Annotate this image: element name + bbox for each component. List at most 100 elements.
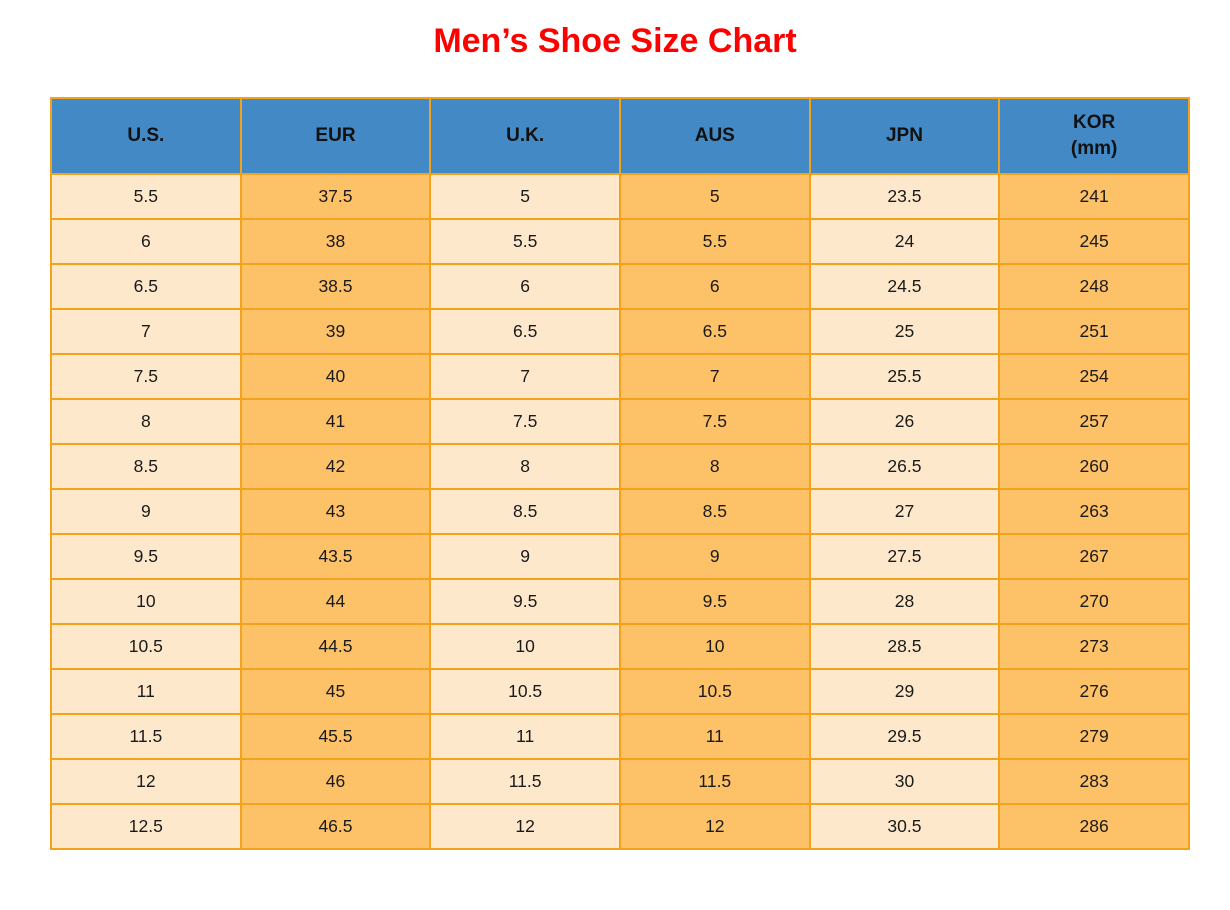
column-header-uk: U.K.: [429, 97, 621, 175]
table-cell: 8: [429, 443, 621, 490]
table-cell: 10: [618, 623, 811, 670]
table-cell: 9: [50, 488, 242, 535]
table-header-row: U.S. EUR U.K. AUS JPN KOR (mm): [50, 97, 1190, 175]
table-row: 12.5 46.5 12 12 30.5 286: [50, 803, 1190, 850]
table-cell: 11.5: [429, 758, 621, 805]
table-cell: 43: [239, 488, 432, 535]
table-cell: 38: [239, 218, 432, 265]
table-cell: 254: [998, 353, 1190, 400]
table-cell: 9.5: [618, 578, 811, 625]
table-row: 5.5 37.5 5 5 23.5 241: [50, 173, 1190, 220]
table-cell: 7: [50, 308, 242, 355]
table-cell: 8.5: [429, 488, 621, 535]
table-row: 6.5 38.5 6 6 24.5 248: [50, 263, 1190, 310]
table-cell: 245: [998, 218, 1190, 265]
column-header-eur: EUR: [239, 97, 432, 175]
table-cell: 273: [998, 623, 1190, 670]
table-row: 8.5 42 8 8 26.5 260: [50, 443, 1190, 490]
table-cell: 7.5: [429, 398, 621, 445]
table-cell: 30.5: [808, 803, 1001, 850]
table-cell: 12: [429, 803, 621, 850]
table-cell: 45.5: [239, 713, 432, 760]
table-cell: 12: [618, 803, 811, 850]
table-cell: 7: [618, 353, 811, 400]
column-header-aus: AUS: [618, 97, 811, 175]
table-cell: 29.5: [808, 713, 1001, 760]
table-cell: 7.5: [618, 398, 811, 445]
table-row: 8 41 7.5 7.5 26 257: [50, 398, 1190, 445]
table-row: 7.5 40 7 7 25.5 254: [50, 353, 1190, 400]
table-cell: 6.5: [618, 308, 811, 355]
table-cell: 9: [618, 533, 811, 580]
table-cell: 46.5: [239, 803, 432, 850]
table-cell: 11: [429, 713, 621, 760]
table-cell: 283: [998, 758, 1190, 805]
table-row: 11.5 45.5 11 11 29.5 279: [50, 713, 1190, 760]
table-cell: 28.5: [808, 623, 1001, 670]
table-cell: 6.5: [429, 308, 621, 355]
table-cell: 11.5: [50, 713, 242, 760]
table-cell: 27.5: [808, 533, 1001, 580]
table-cell: 10: [429, 623, 621, 670]
table-cell: 248: [998, 263, 1190, 310]
table-cell: 43.5: [239, 533, 432, 580]
table-cell: 6.5: [50, 263, 242, 310]
table-cell: 6: [618, 263, 811, 310]
table-cell: 279: [998, 713, 1190, 760]
table-cell: 11.5: [618, 758, 811, 805]
table-row: 9.5 43.5 9 9 27.5 267: [50, 533, 1190, 580]
table-cell: 9.5: [50, 533, 242, 580]
table-cell: 10.5: [618, 668, 811, 715]
table-cell: 45: [239, 668, 432, 715]
table-cell: 6: [50, 218, 242, 265]
table-body: 5.5 37.5 5 5 23.5 241 6 38 5.5 5.5 24 245 6.5 38.5 6 6 2…: [50, 173, 1190, 850]
table-cell: 11: [618, 713, 811, 760]
table-cell: 263: [998, 488, 1190, 535]
table-cell: 7.5: [50, 353, 242, 400]
table-cell: 37.5: [239, 173, 432, 220]
table-cell: 39: [239, 308, 432, 355]
table-cell: 23.5: [808, 173, 1001, 220]
table-cell: 42: [239, 443, 432, 490]
table-cell: 257: [998, 398, 1190, 445]
page-title: Men’s Shoe Size Chart: [433, 22, 797, 60]
table-row: 9 43 8.5 8.5 27 263: [50, 488, 1190, 535]
table-cell: 12.5: [50, 803, 242, 850]
table-cell: 38.5: [239, 263, 432, 310]
table-cell: 251: [998, 308, 1190, 355]
table-cell: 11: [50, 668, 242, 715]
table-cell: 24: [808, 218, 1001, 265]
table-row: 12 46 11.5 11.5 30 283: [50, 758, 1190, 805]
table-cell: 10: [50, 578, 242, 625]
table-cell: 5: [618, 173, 811, 220]
table-cell: 46: [239, 758, 432, 805]
table-row: 10 44 9.5 9.5 28 270: [50, 578, 1190, 625]
table-cell: 28: [808, 578, 1001, 625]
table-cell: 25.5: [808, 353, 1001, 400]
table-cell: 5: [429, 173, 621, 220]
table-cell: 286: [998, 803, 1190, 850]
table-cell: 6: [429, 263, 621, 310]
table-cell: 8: [50, 398, 242, 445]
table-cell: 8: [618, 443, 811, 490]
table-cell: 30: [808, 758, 1001, 805]
table-cell: 5.5: [429, 218, 621, 265]
column-header-kor: KOR (mm): [998, 97, 1190, 175]
table-cell: 9: [429, 533, 621, 580]
table-header: U.S. EUR U.K. AUS JPN KOR (mm): [50, 97, 1190, 175]
table-cell: 5.5: [618, 218, 811, 265]
table-row: 11 45 10.5 10.5 29 276: [50, 668, 1190, 715]
table-cell: 267: [998, 533, 1190, 580]
table-cell: 25: [808, 308, 1001, 355]
table-cell: 44: [239, 578, 432, 625]
shoe-size-table: U.S. EUR U.K. AUS JPN KOR (mm) 5.5 37.5 5 5 23.5 2…: [50, 97, 1190, 850]
table-row: 6 38 5.5 5.5 24 245: [50, 218, 1190, 265]
table-row: 7 39 6.5 6.5 25 251: [50, 308, 1190, 355]
table-cell: 24.5: [808, 263, 1001, 310]
table-cell: 26: [808, 398, 1001, 445]
table-cell: 8.5: [50, 443, 242, 490]
table-cell: 241: [998, 173, 1190, 220]
column-header-us: U.S.: [50, 97, 242, 175]
table-cell: 12: [50, 758, 242, 805]
table-cell: 41: [239, 398, 432, 445]
